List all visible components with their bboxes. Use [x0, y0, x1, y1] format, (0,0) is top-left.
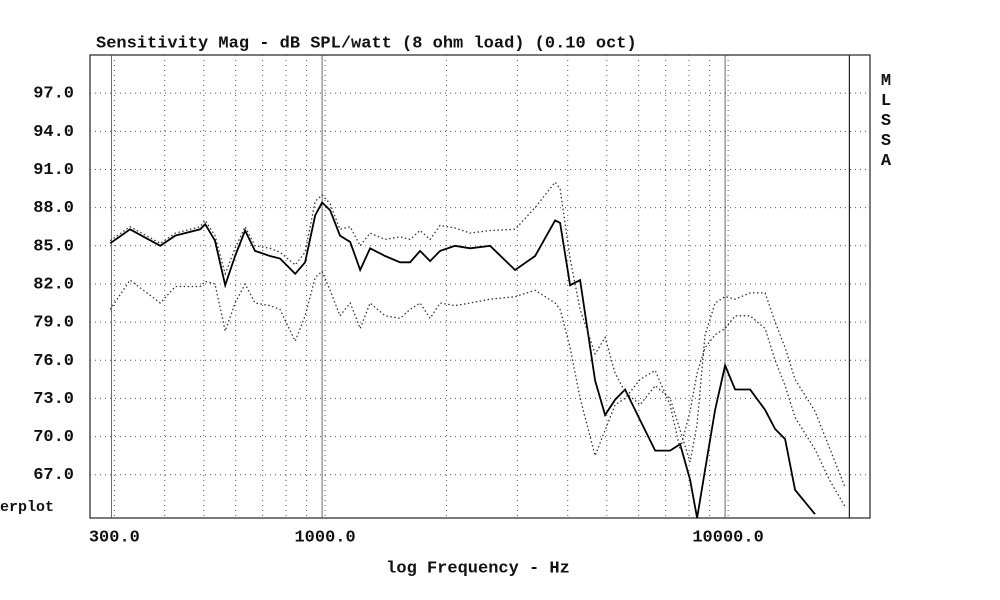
- x-tick-label: 300.0: [89, 528, 140, 547]
- x-axis-label: log Frequency - Hz: [386, 559, 570, 578]
- y-tick-label: 79.0: [33, 314, 74, 333]
- x-tick-label: 10000.0: [692, 528, 763, 547]
- y-tick-label: 82.0: [33, 275, 74, 294]
- y-tick-label: 94.0: [33, 123, 74, 142]
- y-tick-label: 91.0: [33, 161, 74, 180]
- data-line: [109, 181, 846, 488]
- y-tick-label: 85.0: [33, 237, 74, 256]
- side-label: MLSSA: [877, 72, 896, 172]
- corner-label: erplot: [0, 499, 54, 516]
- x-tick-label: 1000.0: [294, 528, 355, 547]
- y-tick-label: 76.0: [33, 352, 74, 371]
- y-tick-label: 88.0: [33, 199, 74, 218]
- y-tick-label: 97.0: [33, 85, 74, 104]
- y-tick-label: 70.0: [33, 428, 74, 447]
- y-tick-label: 67.0: [33, 466, 74, 485]
- chart-title: Sensitivity Mag - dB SPL/watt (8 ohm loa…: [96, 34, 637, 53]
- data-line: [109, 201, 816, 519]
- plot-frame: [89, 54, 871, 519]
- y-tick-label: 73.0: [33, 390, 74, 409]
